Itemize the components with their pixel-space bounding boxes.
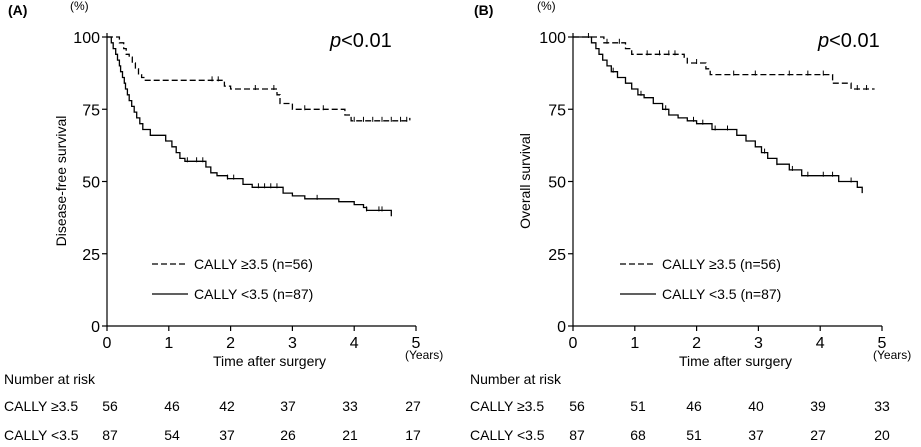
y-tick-label: 0 — [91, 319, 100, 336]
risk-table-value: 27 — [405, 398, 421, 414]
x-tick-label: 4 — [816, 335, 825, 352]
x-tick-label: 4 — [350, 335, 359, 352]
y-unit-label: (%) — [537, 0, 556, 13]
legend-label: CALLY ≥3.5 (n=56) — [194, 256, 313, 272]
chart-panel-b: (B) (%) 0 25 50 75 100 0 1 2 3 4 5 Overall survival Ti… — [470, 0, 911, 443]
p-value-prefix: p — [817, 30, 829, 52]
risk-table-value: 17 — [405, 427, 421, 443]
risk-table-title: Number at risk — [4, 371, 96, 387]
x-tick-label: 2 — [692, 335, 701, 352]
risk-table-value: 39 — [810, 398, 826, 414]
x-tick-label: 1 — [630, 335, 639, 352]
risk-table-value: 46 — [686, 398, 702, 414]
x-tick-label: 3 — [288, 335, 297, 352]
y-tick-label: 50 — [548, 175, 566, 192]
chart-panel-a: (A) (%) 0 25 50 75 100 0 1 2 3 4 5 Disease-free survi… — [4, 0, 443, 443]
p-value-text: <0.01 — [829, 30, 880, 52]
risk-table-value: 68 — [630, 427, 646, 443]
series-line-cally-low — [107, 36, 392, 217]
risk-table-value: 37 — [219, 427, 235, 443]
legend-label: CALLY ≥3.5 (n=56) — [662, 256, 781, 272]
x-unit-label: (Years) — [873, 348, 911, 362]
x-tick-label: 3 — [754, 335, 763, 352]
legend-label: CALLY <3.5 (n=87) — [662, 286, 781, 302]
y-tick-label: 100 — [539, 30, 566, 47]
risk-table-row-label: CALLY ≥3.5 — [4, 398, 78, 414]
risk-table-value: 21 — [342, 427, 358, 443]
p-value-annotation: p<0.01 — [329, 30, 392, 52]
x-tick-label: 1 — [164, 335, 173, 352]
series-line-cally-low — [573, 36, 863, 194]
risk-table-value: 51 — [686, 427, 702, 443]
risk-table-value: 27 — [810, 427, 826, 443]
y-tick-label: 25 — [82, 247, 100, 264]
risk-table-value: 46 — [164, 398, 180, 414]
x-tick-label: 0 — [569, 335, 578, 352]
x-axis-title: Time after surgery — [679, 353, 792, 369]
y-tick-label: 75 — [548, 102, 566, 119]
y-tick-label: 25 — [548, 247, 566, 264]
p-value-text: <0.01 — [341, 30, 392, 52]
risk-table-value: 87 — [102, 427, 118, 443]
risk-table-value: 33 — [874, 398, 890, 414]
x-axis-title: Time after surgery — [213, 353, 326, 369]
risk-table-value: 33 — [342, 398, 358, 414]
y-tick-label: 75 — [82, 102, 100, 119]
y-unit-label: (%) — [70, 0, 89, 13]
y-axis-title: Disease-free survival — [53, 116, 69, 247]
x-unit-label: (Years) — [405, 348, 443, 362]
risk-table-value: 87 — [569, 427, 585, 443]
risk-table-value: 56 — [569, 398, 585, 414]
risk-table-value: 54 — [164, 427, 180, 443]
y-axis-title: Overall survival — [517, 133, 533, 229]
risk-table-value: 51 — [630, 398, 646, 414]
x-tick-label: 5 — [878, 335, 887, 352]
series-line-cally-high — [107, 36, 411, 122]
p-value-prefix: p — [329, 30, 341, 52]
risk-table-value: 26 — [280, 427, 296, 443]
y-tick-label: 100 — [73, 30, 100, 47]
risk-table-row-label: CALLY ≥3.5 — [470, 398, 544, 414]
y-tick-label: 0 — [557, 319, 566, 336]
risk-table-row-label: CALLY <3.5 — [470, 427, 545, 443]
panel-label: (B) — [474, 2, 493, 18]
risk-table-value: 37 — [748, 427, 764, 443]
x-tick-label: 2 — [226, 335, 235, 352]
risk-table-row-label: CALLY <3.5 — [4, 427, 79, 443]
risk-table-value: 42 — [219, 398, 235, 414]
panel-label: (A) — [8, 2, 27, 18]
risk-table-value: 20 — [874, 427, 890, 443]
p-value-annotation: p<0.01 — [817, 30, 880, 52]
risk-table-value: 37 — [280, 398, 296, 414]
y-tick-label: 50 — [82, 175, 100, 192]
risk-table-value: 56 — [102, 398, 118, 414]
risk-table-title: Number at risk — [470, 371, 562, 387]
series-line-cally-high — [573, 36, 875, 90]
x-tick-label: 0 — [103, 335, 112, 352]
risk-table-value: 40 — [748, 398, 764, 414]
legend-label: CALLY <3.5 (n=87) — [194, 286, 313, 302]
x-tick-label: 5 — [412, 335, 421, 352]
